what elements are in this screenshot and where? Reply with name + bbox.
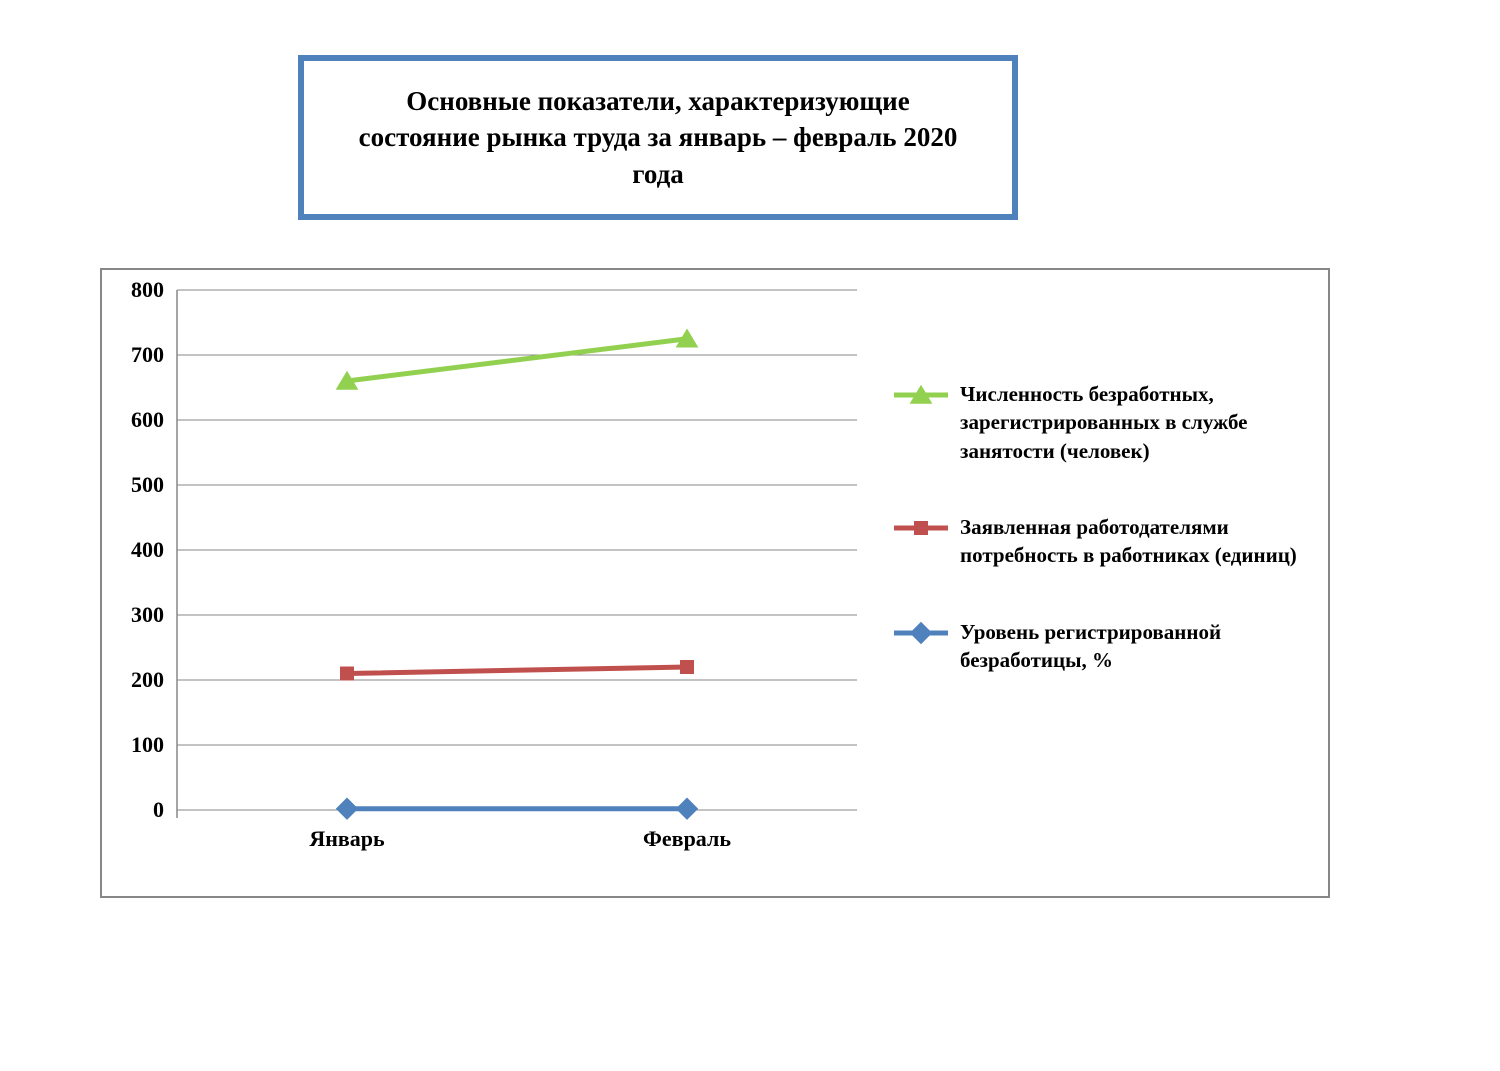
y-tick-label: 500	[131, 472, 164, 498]
x-tick-label: Февраль	[643, 826, 731, 852]
legend-swatch	[892, 516, 950, 540]
series-line-unemployed	[347, 339, 687, 381]
plot-svg	[177, 290, 857, 810]
y-tick-label: 200	[131, 667, 164, 693]
legend-item-unemployment_level: Уровень регистрированной безработицы, %	[892, 618, 1312, 675]
chart-title-box: Основные показатели, характеризующие сос…	[298, 55, 1018, 220]
legend-label: Уровень регистрированной безработицы, %	[960, 618, 1312, 675]
page: Основные показатели, характеризующие сос…	[0, 0, 1500, 1071]
legend-swatch	[892, 383, 950, 407]
chart-frame: 0100200300400500600700800 ЯнварьФевраль …	[100, 268, 1330, 898]
legend-swatch	[892, 621, 950, 645]
legend-item-vacancies: Заявленная работодателями потребность в …	[892, 513, 1312, 570]
y-axis-labels: 0100200300400500600700800	[102, 290, 172, 810]
y-tick-label: 400	[131, 537, 164, 563]
y-tick-label: 300	[131, 602, 164, 628]
chart-title: Основные показатели, характеризующие сос…	[344, 83, 972, 192]
series-line-vacancies	[347, 667, 687, 674]
series-marker-vacancies	[341, 667, 354, 680]
series-marker-unemployment_level	[337, 798, 358, 819]
y-tick-label: 100	[131, 732, 164, 758]
plot-area	[177, 290, 857, 810]
y-tick-label: 0	[153, 797, 164, 823]
legend-label: Заявленная работодателями потребность в …	[960, 513, 1312, 570]
legend-item-unemployed: Численность безработных, зарегистрирован…	[892, 380, 1312, 465]
series-marker-unemployment_level	[677, 798, 698, 819]
x-tick-label: Январь	[309, 826, 384, 852]
legend: Численность безработных, зарегистрирован…	[892, 380, 1312, 722]
y-tick-label: 700	[131, 342, 164, 368]
series-marker-vacancies	[681, 661, 694, 674]
x-axis-labels: Январь Февраль	[177, 820, 857, 860]
y-tick-label: 800	[131, 277, 164, 303]
y-tick-label: 600	[131, 407, 164, 433]
legend-label: Численность безработных, зарегистрирован…	[960, 380, 1312, 465]
